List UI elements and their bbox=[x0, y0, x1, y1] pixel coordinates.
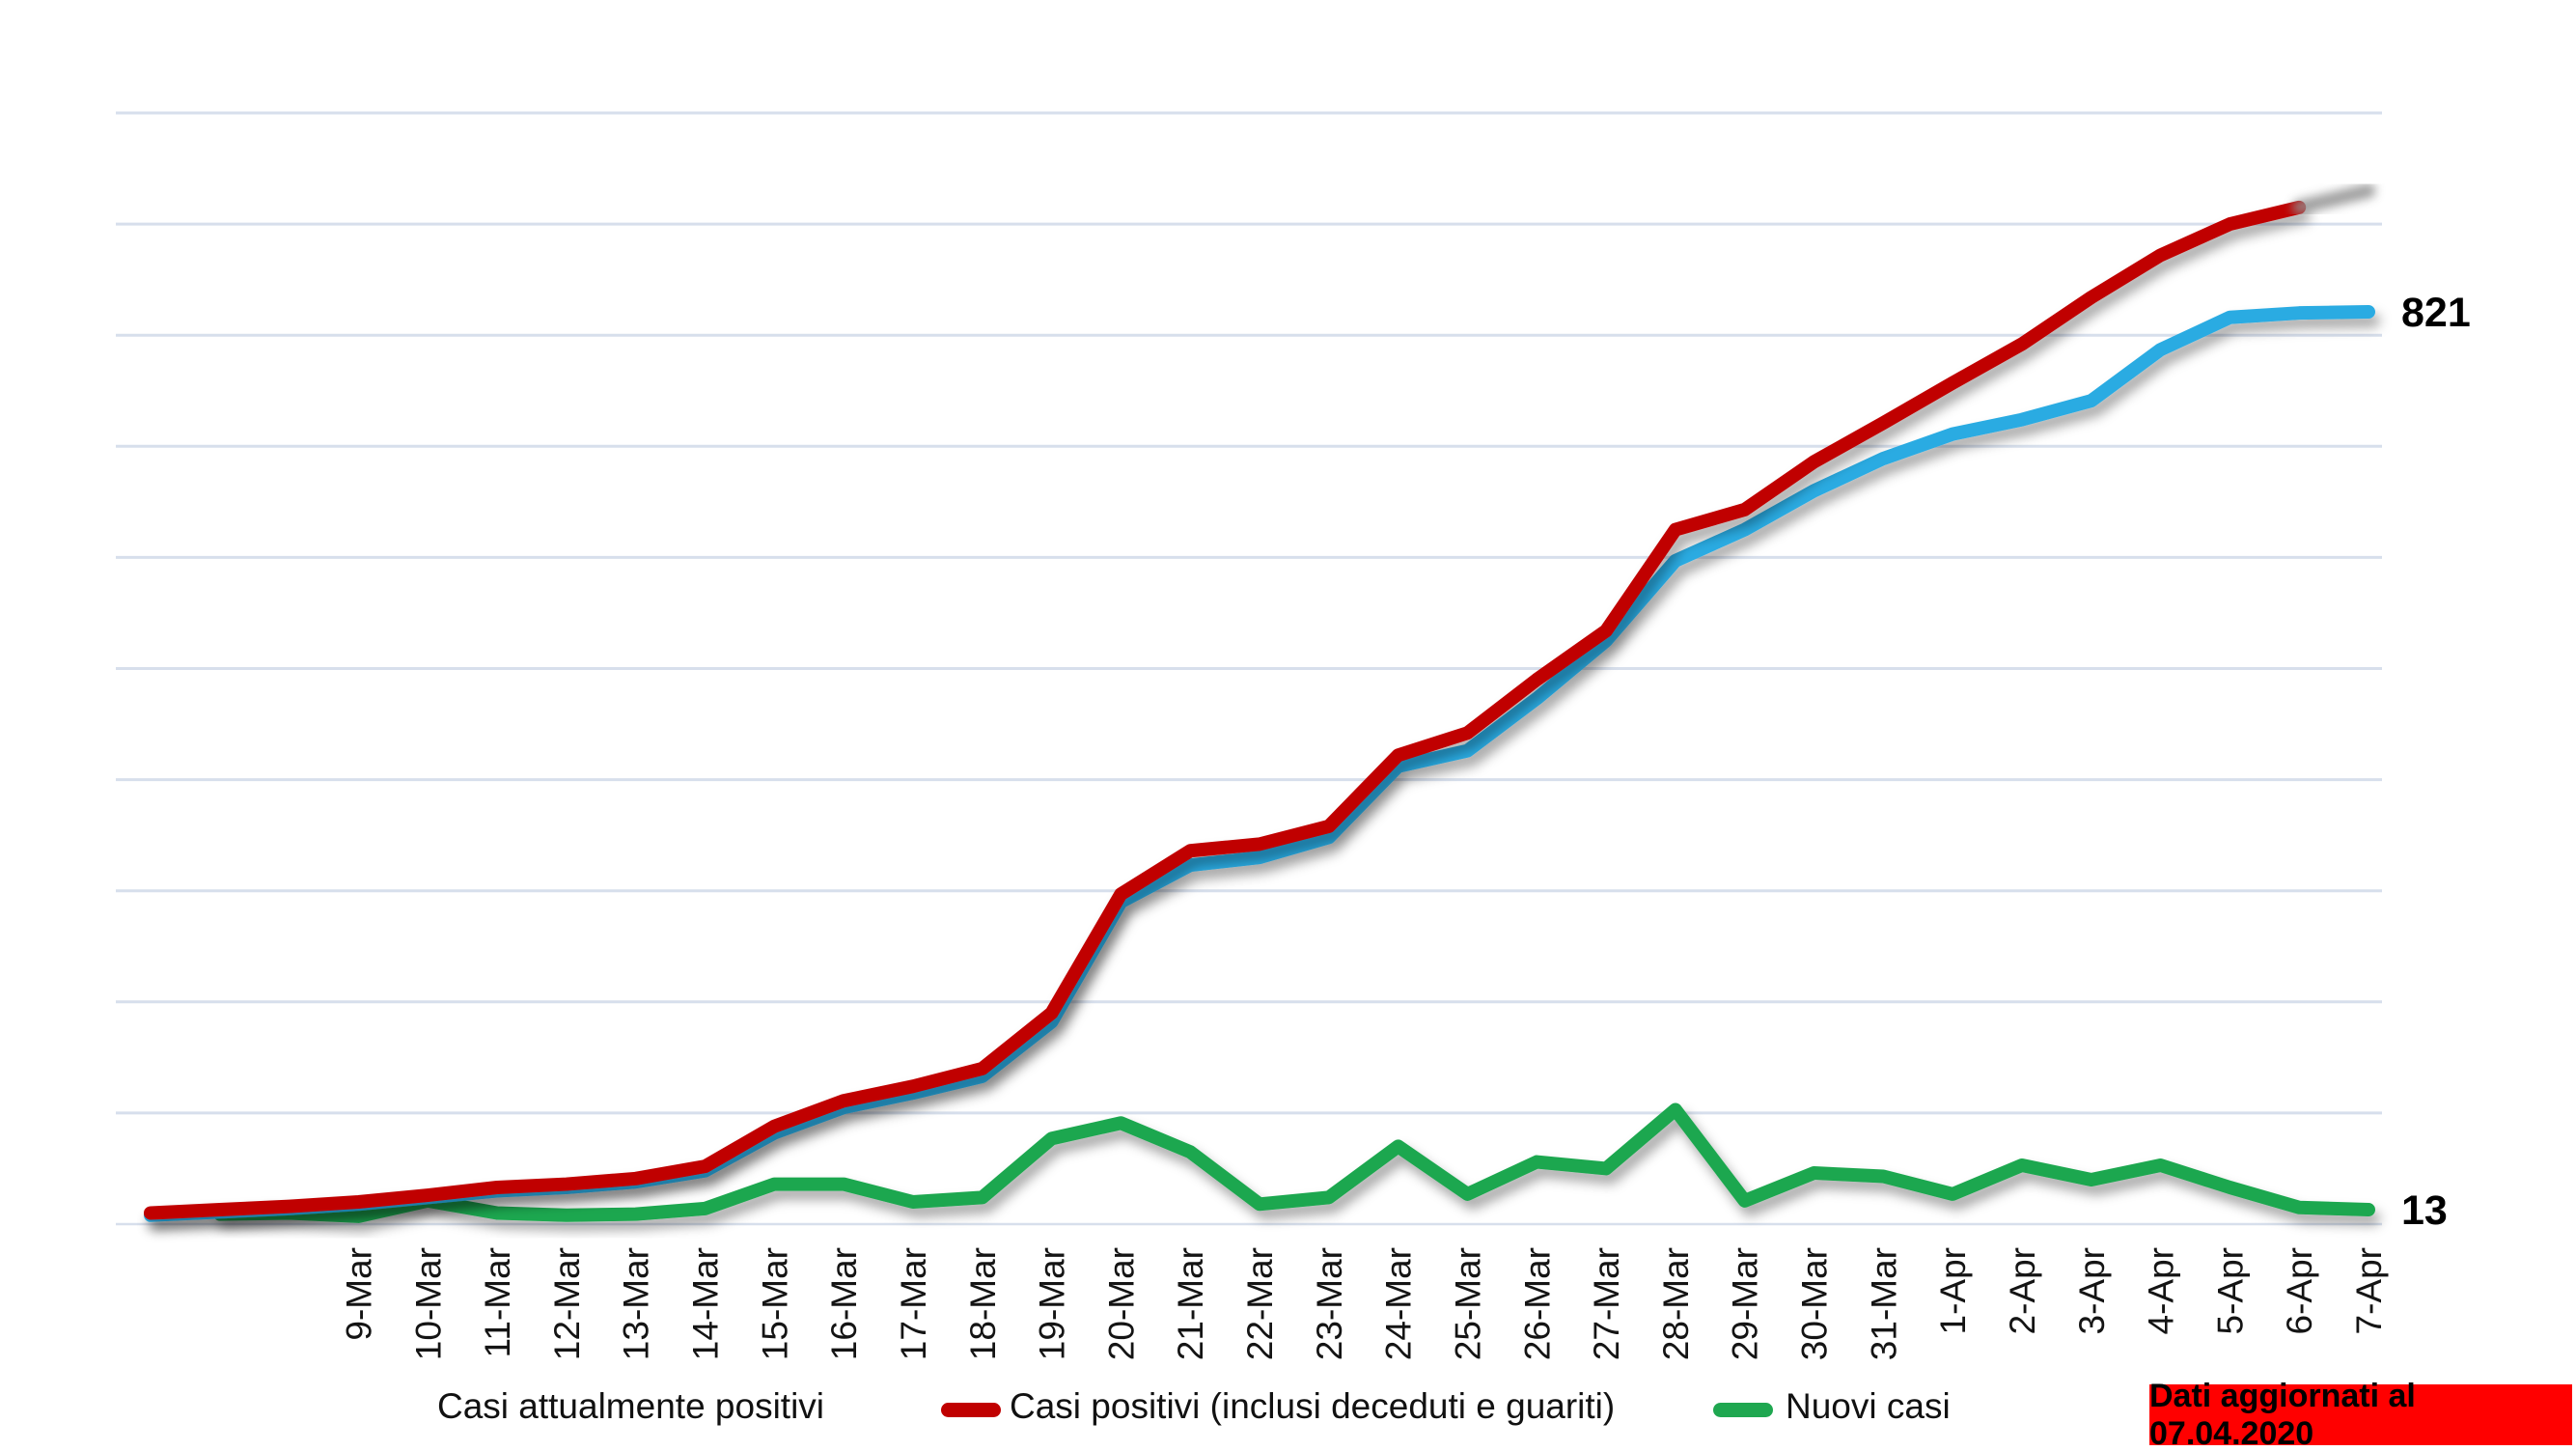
x-tick-label: 7-Apr bbox=[2349, 1247, 2389, 1334]
x-tick-label: 18-Mar bbox=[963, 1247, 1003, 1360]
x-tick-label: 14-Mar bbox=[686, 1247, 726, 1360]
x-tick-label: 6-Apr bbox=[2280, 1247, 2319, 1334]
x-tick-label: 12-Mar bbox=[547, 1247, 587, 1360]
x-tick-label: 2-Apr bbox=[2003, 1247, 2042, 1334]
x-tick-label: 11-Mar bbox=[478, 1247, 517, 1357]
x-tick-label: 9-Mar bbox=[339, 1247, 378, 1341]
x-axis-labels: 9-Mar 10-Mar 11-Mar 12-Mar 13-Mar 14-Mar 15-Ma… bbox=[339, 1247, 2389, 1360]
x-tick-label: 20-Mar bbox=[1101, 1247, 1141, 1360]
update-date-badge: Dati aggiornati al 07.04.2020 bbox=[2149, 1378, 2572, 1451]
x-tick-label: 10-Mar bbox=[408, 1247, 448, 1360]
x-tick-label: 28-Mar bbox=[1656, 1247, 1696, 1360]
x-tick-label: 13-Mar bbox=[617, 1247, 656, 1360]
x-tick-label: 3-Apr bbox=[2072, 1247, 2112, 1334]
end-labels: 821 13 bbox=[2401, 290, 2471, 1234]
legend-item-total-cases: Casi positivi (inclusi deceduti e guarit… bbox=[1010, 1386, 1616, 1426]
legend-swatch-total-cases bbox=[941, 1403, 1001, 1417]
x-tick-label: 1-Apr bbox=[1933, 1247, 1973, 1334]
x-tick-label: 24-Mar bbox=[1379, 1247, 1419, 1360]
x-tick-label: 25-Mar bbox=[1448, 1247, 1487, 1360]
x-tick-label: 4-Apr bbox=[2142, 1247, 2181, 1334]
end-label-13: 13 bbox=[2401, 1187, 2448, 1234]
x-tick-label: 19-Mar bbox=[1033, 1247, 1072, 1360]
x-tick-label: 15-Mar bbox=[755, 1247, 794, 1360]
gridlines bbox=[116, 111, 2382, 1226]
x-tick-label: 26-Mar bbox=[1517, 1247, 1557, 1360]
x-tick-label: 17-Mar bbox=[894, 1247, 933, 1360]
series-lines bbox=[144, 183, 2376, 1223]
x-tick-label: 27-Mar bbox=[1587, 1247, 1626, 1360]
x-tick-label: 5-Apr bbox=[2210, 1247, 2250, 1334]
forecast-tail bbox=[2291, 183, 2376, 215]
x-tick-label: 21-Mar bbox=[1171, 1247, 1210, 1360]
x-tick-label: 31-Mar bbox=[1864, 1247, 1903, 1360]
x-tick-label: 29-Mar bbox=[1726, 1247, 1765, 1360]
x-tick-label: 22-Mar bbox=[1240, 1247, 1280, 1360]
x-tick-label: 16-Mar bbox=[824, 1247, 864, 1360]
end-label-821: 821 bbox=[2401, 290, 2471, 336]
series-line-2 bbox=[144, 200, 2307, 1220]
legend-swatch-new-cases bbox=[1713, 1403, 1773, 1417]
x-tick-label: 30-Mar bbox=[1795, 1247, 1835, 1360]
legend-item-new-cases: Nuovi casi bbox=[1786, 1386, 1951, 1426]
legend-item-active-cases: Casi attualmente positivi bbox=[437, 1386, 825, 1426]
x-tick-label: 23-Mar bbox=[1310, 1247, 1349, 1360]
series-line-0 bbox=[212, 1102, 2375, 1223]
